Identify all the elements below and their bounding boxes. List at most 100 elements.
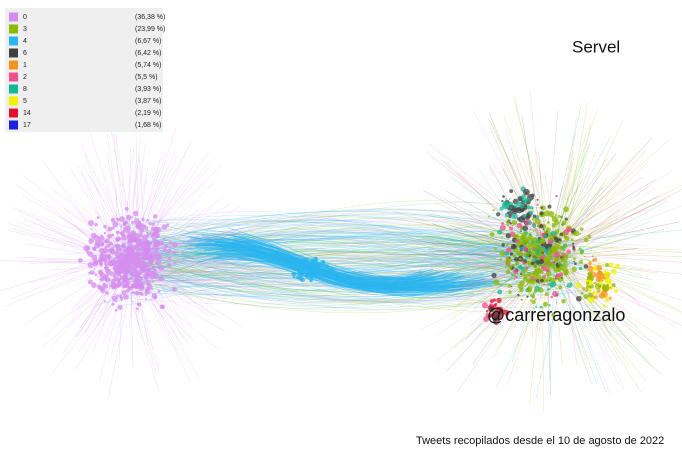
node [298,277,302,281]
node [509,219,512,221]
edge [103,246,576,260]
edge [123,233,524,259]
node [587,292,593,298]
node [116,279,121,284]
node [536,257,539,260]
edge [150,251,585,269]
node [515,238,520,243]
node [120,225,123,228]
node [123,226,127,231]
node [306,267,311,272]
node [127,239,133,245]
node [118,237,122,241]
node [533,239,538,243]
edge [106,152,131,267]
node [558,272,564,277]
edge [120,229,584,274]
edge [98,282,571,302]
node [560,276,563,279]
node [123,268,129,275]
node [573,260,576,263]
node [539,221,541,224]
node [108,271,114,276]
node [166,245,169,248]
edge [550,259,682,275]
node [493,279,500,286]
legend-name: 8 [23,86,27,93]
node [519,280,525,286]
node [527,260,531,265]
edge [555,254,645,270]
edge [109,234,559,246]
node [141,298,143,301]
edge [450,177,556,250]
node [522,261,526,265]
node [578,266,583,271]
node [605,268,607,271]
node [144,293,148,297]
node [169,241,172,244]
node [94,257,97,259]
edge [163,202,547,286]
node [490,312,496,318]
edge [117,220,543,268]
node [507,284,512,288]
node [499,224,506,231]
node [550,281,557,288]
node [310,264,313,267]
node [118,248,120,250]
edge [104,241,547,269]
node [523,251,530,258]
node [94,239,100,245]
node [509,222,513,225]
node [171,286,177,292]
legend-name: 2 [23,74,27,81]
node [117,258,121,263]
edge [141,245,250,270]
node [600,267,603,270]
legend-share: (5,5 %) [135,74,158,81]
edge [108,260,570,298]
node [543,210,550,217]
node [540,206,543,209]
node [606,284,609,287]
node [561,298,566,304]
node [551,280,554,283]
node [534,256,537,259]
edge [462,252,543,344]
node [137,302,142,307]
node [97,236,101,240]
node [121,290,127,296]
node [522,246,529,252]
edge [540,252,682,263]
node [155,226,162,233]
node [578,247,582,251]
node [521,194,526,200]
edge [110,257,508,309]
node [320,270,324,274]
node [505,283,507,286]
node [97,244,100,248]
node [145,234,149,238]
node [158,275,164,282]
edge [113,219,554,279]
node [533,264,538,268]
node [605,263,609,267]
node [505,269,511,274]
node [139,232,142,234]
node [172,250,177,255]
node [144,254,149,258]
edge [129,266,212,317]
edge [541,257,657,346]
node [111,226,115,230]
node [98,235,105,242]
node [166,263,170,266]
node [535,279,540,284]
node [163,238,166,241]
edge [127,245,532,273]
edge [136,211,523,298]
edge [556,145,590,263]
edge [117,221,541,257]
node [575,295,582,302]
